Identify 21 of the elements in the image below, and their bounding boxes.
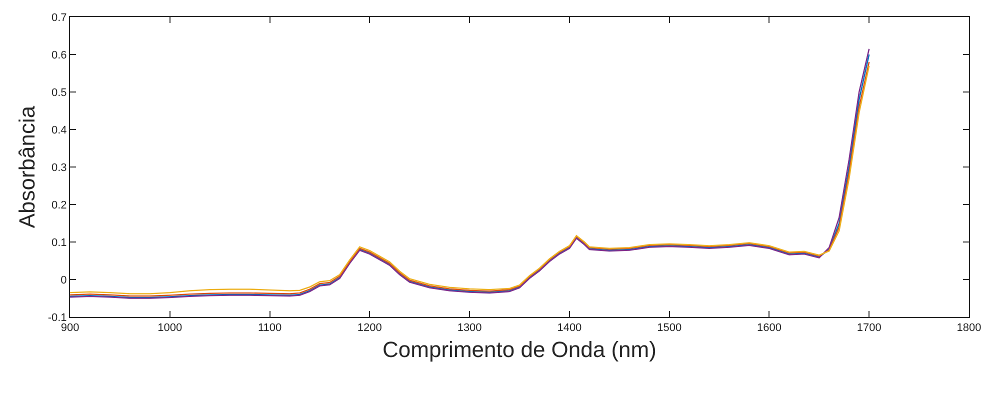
- x-tick-label: 1100: [258, 322, 282, 334]
- x-tick-label: 1000: [158, 322, 182, 334]
- x-tick-label: 1400: [557, 322, 582, 334]
- y-tick-label: 0: [60, 274, 67, 286]
- x-tick-label: 1700: [856, 322, 882, 334]
- y-tick-label: -0.1: [48, 312, 67, 324]
- x-tick-label: 1200: [357, 322, 382, 334]
- y-axis-title: Absorbância: [14, 105, 40, 228]
- x-axis-title: Comprimento de Onda (nm): [382, 337, 656, 362]
- x-tick-label: 1600: [756, 322, 782, 334]
- x-tick-label: 900: [60, 322, 80, 334]
- y-tick-label: 0.2: [52, 199, 67, 212]
- y-tick-label: 0.6: [52, 49, 67, 62]
- y-tick-label: 0.1: [52, 236, 67, 249]
- x-tick-label: 1500: [657, 322, 682, 334]
- y-tick-label: 0.3: [52, 162, 67, 174]
- x-tick-label: 1800: [956, 322, 982, 334]
- y-tick-label: 0.5: [52, 86, 67, 99]
- y-tick-label: 0.4: [52, 124, 67, 136]
- y-tick-label: 0.7: [52, 12, 67, 24]
- x-tick-label: 1300: [457, 322, 482, 334]
